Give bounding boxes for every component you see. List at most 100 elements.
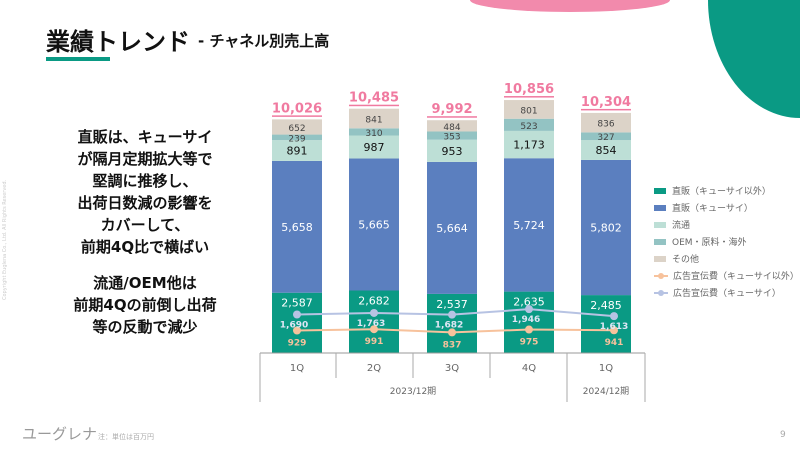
line-point (293, 310, 301, 319)
total-label: 9,992 (431, 102, 472, 117)
legend-label: その他 (672, 255, 700, 265)
bar-segment (427, 120, 477, 132)
legend-label: OEM・原料・海外 (672, 238, 747, 248)
data-label: 2,587 (281, 297, 313, 310)
title-underline (46, 57, 110, 61)
legend-item: 直販（キューサイ） (654, 199, 798, 216)
data-label: 854 (596, 144, 617, 157)
legend-line-marker (654, 272, 668, 279)
line-point (525, 305, 533, 314)
line-data-label: 975 (520, 338, 539, 348)
bar-segment (272, 140, 322, 161)
data-label: 841 (365, 115, 382, 125)
line-point (610, 326, 618, 335)
line-data-label: 837 (443, 340, 462, 350)
message-line: 前期4Q比で横ばい (80, 238, 210, 256)
data-label: 891 (287, 145, 308, 158)
data-label: 2,682 (358, 295, 390, 308)
data-label: 5,664 (436, 222, 468, 235)
data-label: 1,173 (513, 139, 545, 152)
x-tick-label: 1Q (290, 363, 304, 374)
bar-segment (427, 131, 477, 140)
bar-segment (427, 161, 477, 294)
unit-note: 注：単位は百万円 (98, 433, 154, 441)
data-label: 5,665 (358, 219, 390, 232)
group-label: 2024/12期 (583, 386, 629, 397)
data-label: 353 (443, 133, 460, 143)
message-line: 等の反動で減少 (92, 318, 198, 336)
data-label: 652 (288, 124, 305, 134)
bar-segment (581, 295, 631, 353)
total-label: 10,304 (581, 95, 631, 110)
line-point (370, 325, 378, 334)
line-point (525, 325, 533, 334)
data-label: 836 (597, 120, 614, 130)
message-line: が隔月定期拡大等で (77, 150, 213, 168)
bar-segment (272, 292, 322, 353)
message-block-direct: 直販は、キューサイ が隔月定期拡大等で 堅調に推移し、 出荷日数減の影響を カバーして、… (30, 126, 260, 258)
legend-item: 広告宣伝費（キューサイ） (654, 284, 798, 301)
decorative-circle-pink (470, 0, 670, 12)
total-label: 10,856 (504, 82, 554, 97)
message-line: 堅調に推移し、 (92, 172, 198, 190)
x-tick-label: 4Q (522, 363, 536, 374)
x-tick-label: 2Q (367, 363, 381, 374)
data-label: 5,724 (513, 219, 545, 232)
legend-swatch (654, 238, 666, 245)
page-title: 業績トレンド (46, 28, 190, 56)
bar-segment (349, 158, 399, 291)
data-label: 987 (364, 141, 385, 154)
legend-swatch (654, 187, 666, 194)
message-line: 出荷日数減の影響を (77, 194, 213, 212)
bar-segment (581, 140, 631, 160)
bar-segment (504, 130, 554, 159)
data-label: 5,802 (590, 222, 622, 235)
total-underline (504, 96, 554, 98)
legend-swatch (654, 204, 666, 211)
x-tick-label: 1Q (599, 363, 613, 374)
data-label: 484 (443, 123, 460, 133)
line-data-label: 1,690 (280, 321, 308, 331)
bar-segment (272, 134, 322, 141)
total-label: 10,026 (272, 101, 322, 116)
data-label: 239 (288, 134, 305, 144)
total-underline (349, 104, 399, 107)
data-label: 2,485 (590, 299, 622, 312)
data-label: 523 (520, 122, 537, 132)
company-logo: ユーグレナ (22, 425, 98, 443)
data-label: 2,537 (436, 298, 468, 311)
line-point (448, 310, 456, 319)
message-line: カバーして、 (100, 216, 190, 234)
data-label: 801 (520, 106, 537, 116)
bar-segment (349, 108, 399, 129)
x-tick-label: 3Q (445, 363, 459, 374)
bar-segment (272, 119, 322, 135)
total-underline (272, 115, 322, 117)
bar-segment (349, 128, 399, 136)
page-subtitle: - チャネル別売上高 (198, 32, 330, 50)
bar-segment (581, 132, 631, 141)
line-point (448, 328, 456, 337)
bar-segment (349, 290, 399, 353)
legend-label: 直販（キューサイ以外） (672, 187, 771, 197)
line-point (610, 312, 618, 321)
bar-segment (427, 139, 477, 162)
line-data-label: 991 (365, 337, 384, 347)
legend-swatch (654, 221, 666, 228)
bar-segment (427, 293, 477, 353)
data-label: 5,658 (281, 221, 313, 234)
message-line: 前期4Qの前倒し出荷 (73, 296, 217, 314)
bar-segment (272, 160, 322, 293)
data-label: 310 (365, 129, 382, 139)
legend-item: 直販（キューサイ以外） (654, 182, 798, 199)
legend: 直販（キューサイ以外） 直販（キューサイ） 流通 OEM・原料・海外 その他広告宣伝費（… (654, 182, 799, 301)
legend-item: OEM・原料・海外 (654, 233, 798, 250)
bar-segment (504, 118, 554, 131)
page-number: 9 (780, 430, 786, 440)
legend-line-marker (654, 289, 668, 296)
bar-segment (349, 135, 399, 159)
bar-segment (504, 100, 554, 119)
data-label: 953 (442, 145, 463, 158)
legend-label: 流通 (672, 221, 691, 231)
bar-segment (581, 159, 631, 296)
